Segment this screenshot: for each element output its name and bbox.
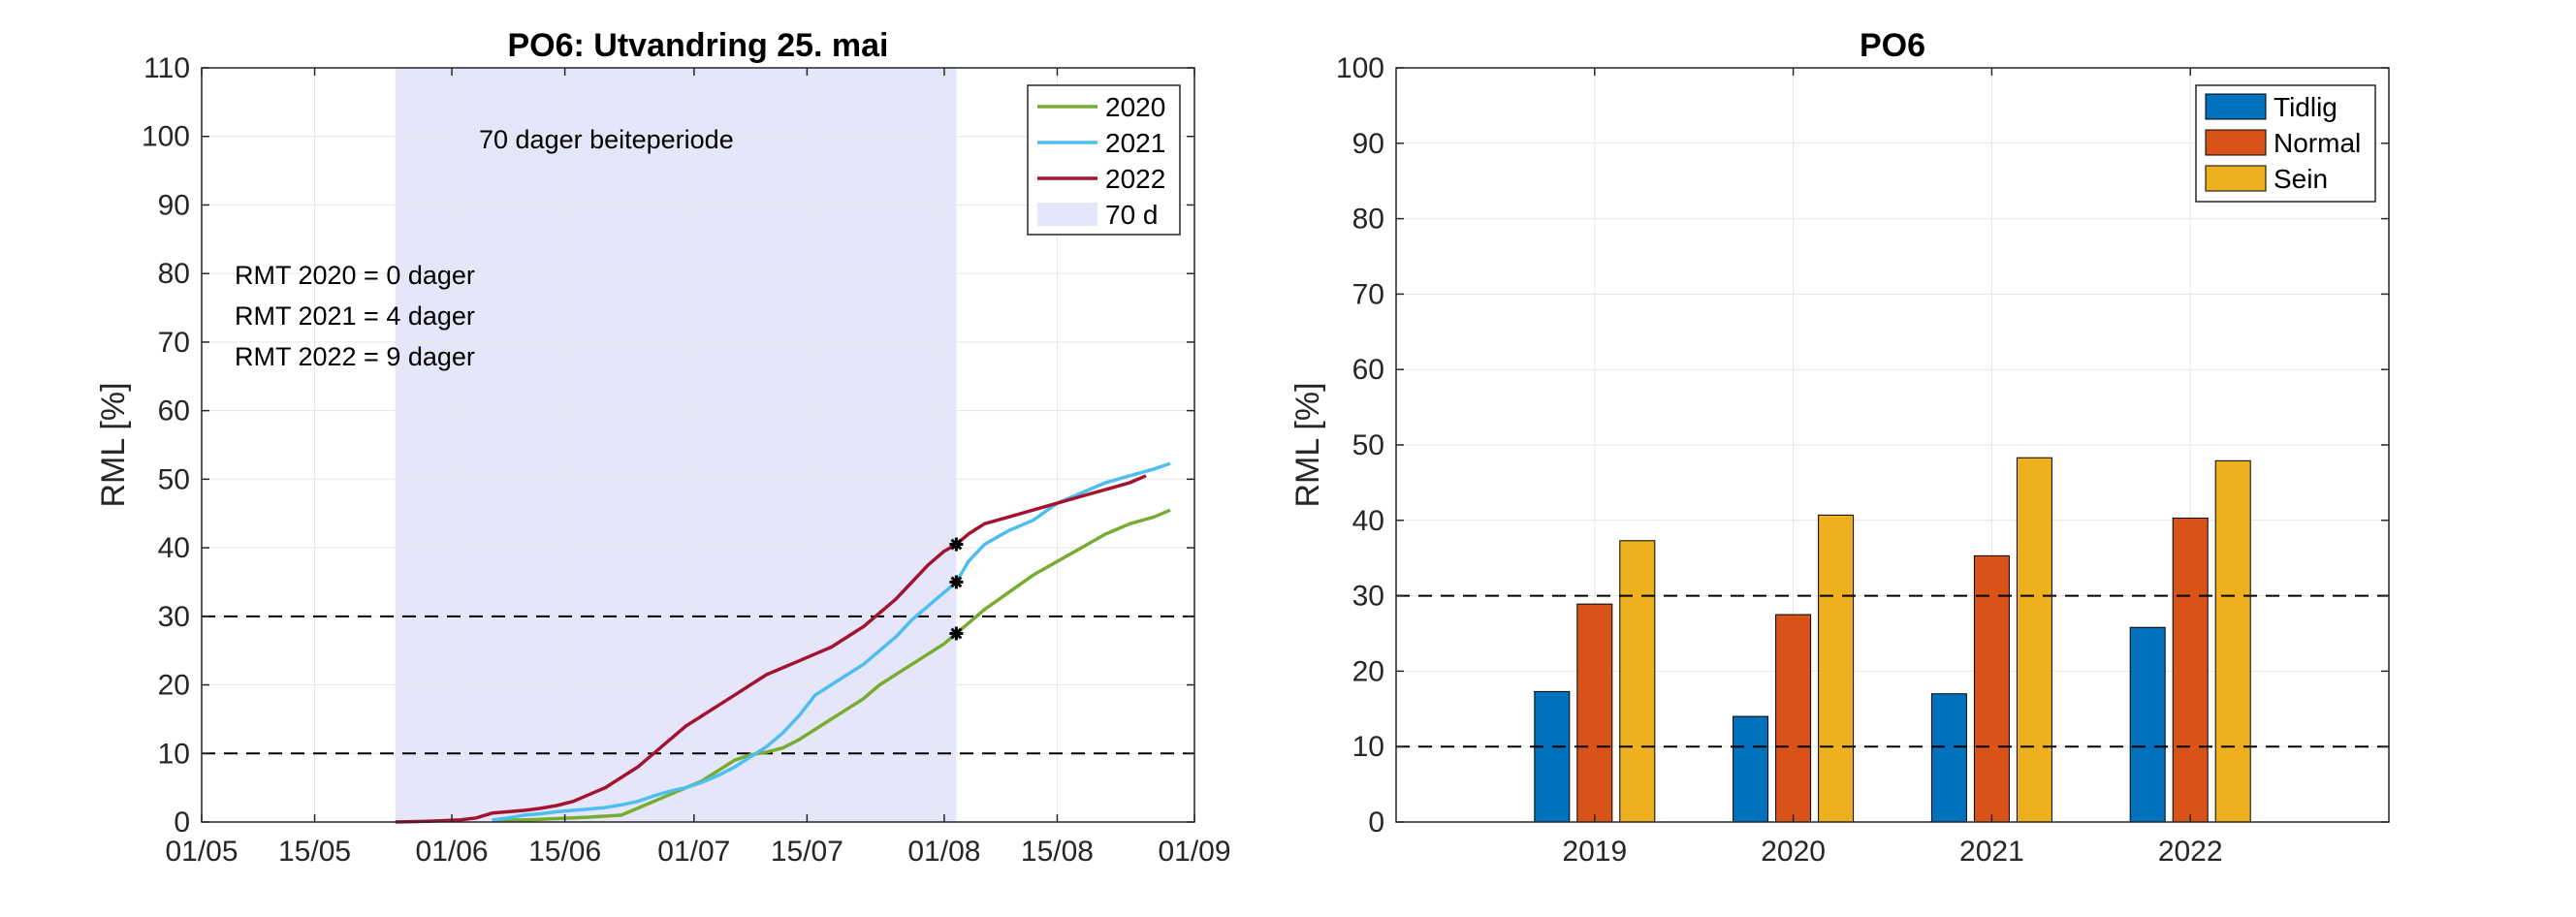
y-tick-label: 80	[1352, 204, 1384, 236]
y-tick-label: 80	[158, 258, 190, 290]
chart-title: PO6: Utvandring 25. mai	[508, 27, 889, 64]
series-line-2022	[395, 474, 1147, 824]
series-line-2021	[492, 461, 1171, 822]
y-tick-label: 60	[158, 395, 190, 427]
legend-label: 2022	[1105, 164, 1165, 194]
bar-chart-panel: 0 10 20 30 40 50 60 70 80 90 100 2019 2020 2021 2022 P…	[1289, 27, 2390, 868]
legend-label: 2021	[1105, 128, 1165, 158]
x-tick-label: 2019	[1562, 836, 1627, 868]
y-tick-label: 10	[1352, 731, 1384, 763]
y-tick-label: 20	[1352, 655, 1384, 687]
x-tick-label: 15/05	[278, 836, 351, 868]
legend-label: Sein	[2274, 164, 2328, 194]
legend-label: Normal	[2274, 128, 2361, 158]
x-tick-label: 01/05	[165, 836, 238, 868]
legend-swatch	[2205, 93, 2267, 120]
bar-sein-2021	[2016, 457, 2052, 823]
y-tick-label: 100	[142, 121, 190, 153]
x-tick-label: 2021	[1959, 836, 2024, 868]
y-tick-label: 100	[1336, 52, 1384, 84]
y-tick-label: 50	[1352, 429, 1384, 461]
y-tick-label: 0	[174, 806, 190, 838]
bars	[1534, 457, 2251, 823]
period-annotation: 70 dager beiteperiode	[479, 125, 734, 154]
x-tick-label: 01/07	[657, 836, 730, 868]
y-tick-label: 60	[1352, 354, 1384, 386]
legend-swatch	[2205, 165, 2267, 192]
line-chart-panel: 0 10 20 30 40 50 60 70 80 90 100 110 01/05 15/05 01/06…	[95, 27, 1231, 868]
end-markers	[949, 537, 964, 641]
x-tick-label: 01/09	[1158, 836, 1230, 868]
y-tick-label: 30	[158, 601, 190, 633]
threshold-lines	[202, 615, 1194, 755]
y-axis-label: RML [%]	[95, 382, 132, 507]
legend-swatch	[1037, 203, 1097, 226]
bar-normal-2020	[1775, 614, 1812, 823]
x-tick-label: 15/07	[771, 836, 843, 868]
bar-sein-2022	[2214, 459, 2251, 823]
asterisk-marker	[949, 537, 964, 552]
x-tick-label: 01/08	[907, 836, 980, 868]
bar-tidlig-2020	[1733, 715, 1769, 823]
legend-label: 2020	[1105, 92, 1165, 122]
axes-box	[201, 67, 1195, 823]
series-line-2020	[492, 508, 1171, 823]
asterisk-marker	[949, 626, 964, 641]
axis-ticks: 0 10 20 30 40 50 60 70 80 90 100 110 01/05 15/05 01/06…	[142, 52, 1231, 868]
y-tick-label: 70	[1352, 278, 1384, 310]
x-tick-label: 2020	[1761, 836, 1826, 868]
annotation-rmt-2022: RMT 2022 = 9 dager	[235, 342, 475, 371]
shaded-period	[395, 68, 957, 822]
y-tick-label: 50	[158, 463, 190, 495]
x-tick-label: 01/06	[416, 836, 489, 868]
bar-tidlig-2019	[1534, 690, 1571, 823]
legend: 2020 2021 2022 70 d	[1027, 84, 1181, 236]
x-tick-label: 15/06	[528, 836, 601, 868]
bar-normal-2022	[2172, 517, 2209, 823]
y-axis-label: RML [%]	[1289, 382, 1326, 507]
y-tick-label: 40	[1352, 505, 1384, 537]
threshold-lines	[1396, 594, 2389, 748]
bar-normal-2019	[1576, 603, 1613, 823]
y-tick-label: 40	[158, 532, 190, 564]
chart-title: PO6	[1860, 27, 1925, 64]
y-tick-label: 90	[158, 189, 190, 221]
legend-label: Tidlig	[2274, 92, 2337, 122]
x-tick-label: 15/08	[1021, 836, 1094, 868]
y-tick-label: 90	[1352, 128, 1384, 160]
y-tick-label: 30	[1352, 581, 1384, 613]
y-tick-label: 10	[158, 738, 190, 770]
y-tick-label: 20	[158, 670, 190, 702]
bar-tidlig-2021	[1930, 693, 1967, 823]
annotation-rmt-2021: RMT 2021 = 4 dager	[235, 301, 475, 331]
y-tick-label: 110	[143, 52, 190, 84]
bar-tidlig-2022	[2129, 626, 2166, 823]
bar-normal-2021	[1973, 554, 2010, 823]
legend-label: 70 d	[1105, 200, 1159, 230]
legend: Tidlig Normal Sein	[2195, 84, 2376, 203]
y-tick-label: 70	[158, 327, 190, 359]
bar-sein-2019	[1619, 540, 1656, 823]
axis-ticks: 0 10 20 30 40 50 60 70 80 90 100 2019 2020 2021 2022	[1336, 52, 2389, 868]
y-tick-label: 0	[1368, 806, 1384, 838]
bar-sein-2020	[1818, 514, 1855, 823]
series-lines	[395, 461, 1171, 824]
annotation-rmt-2020: RMT 2020 = 0 dager	[235, 261, 475, 290]
asterisk-marker	[949, 575, 964, 589]
x-tick-label: 2022	[2158, 836, 2223, 868]
legend-swatch	[2205, 129, 2267, 156]
